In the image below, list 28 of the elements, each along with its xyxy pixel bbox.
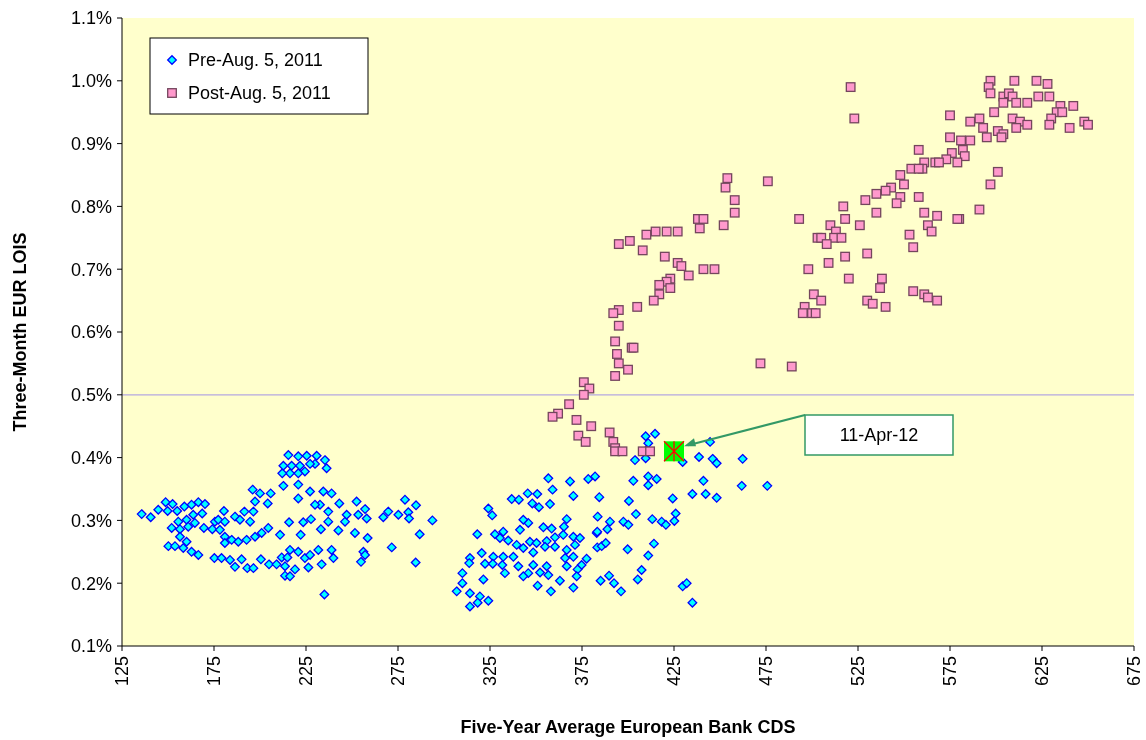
x-tick-label: 175	[204, 656, 225, 687]
x-tick-label: 225	[296, 656, 317, 687]
x-tick-label: 375	[572, 656, 593, 687]
y-tick-label: 0.6%	[70, 322, 112, 343]
x-tick-label: 425	[664, 656, 685, 687]
y-tick-label: 0.2%	[70, 573, 112, 594]
x-tick-label: 475	[756, 656, 777, 687]
y-tick-label: 0.3%	[70, 510, 112, 531]
x-tick-label: 525	[848, 656, 869, 687]
x-tick-label: 625	[1032, 656, 1053, 687]
y-axis-title: Three-Month EUR LOIS	[10, 232, 30, 432]
y-tick-label: 0.5%	[70, 385, 112, 406]
y-tick-label: 0.1%	[70, 636, 112, 657]
y-tick-label: 0.7%	[70, 259, 112, 280]
y-tick-label: 0.8%	[70, 196, 112, 217]
x-tick-label: 575	[940, 656, 961, 687]
x-tick-label: 675	[1124, 656, 1145, 687]
x-axis-title: Five-Year Average European Bank CDS	[460, 717, 796, 737]
annotation: 11-Apr-12	[839, 425, 919, 446]
legend-label: Post-Aug. 5, 2011	[188, 83, 331, 104]
x-tick-label: 125	[112, 656, 133, 687]
y-tick-label: 1.0%	[70, 71, 112, 92]
y-tick-label: 1.1%	[70, 8, 112, 29]
x-tick-label: 325	[480, 656, 501, 687]
y-tick-label: 0.4%	[70, 447, 112, 468]
legend-label: Pre-Aug. 5, 2011	[188, 50, 323, 71]
y-tick-label: 0.9%	[70, 133, 112, 154]
x-tick-label: 275	[388, 656, 409, 687]
